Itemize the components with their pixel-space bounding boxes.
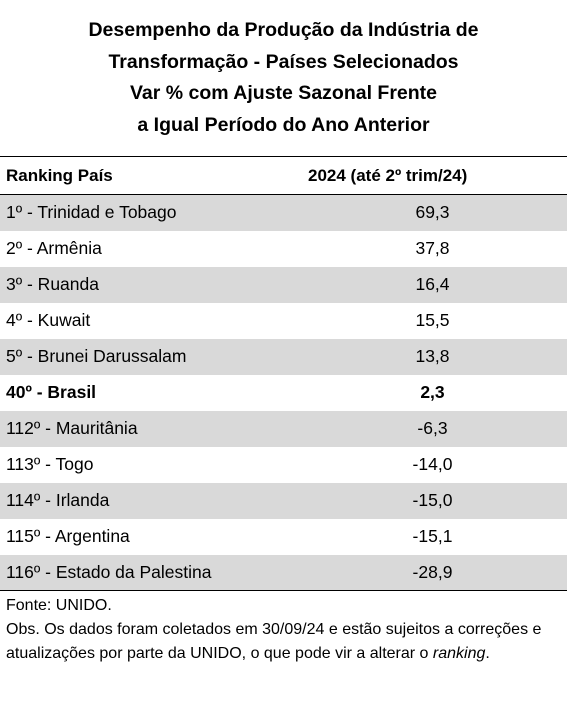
table-row: 114º - Irlanda -15,0: [0, 482, 567, 519]
header-row: Ranking País 2024 (até 2º trim/24): [0, 156, 567, 195]
row-value: 16,4: [286, 266, 567, 303]
header-ranking-pais: Ranking País: [0, 156, 286, 195]
title-line-3: Var % com Ajuste Sazonal Frente: [129, 82, 438, 104]
row-rank: 4º - Kuwait: [6, 310, 91, 330]
row-value: 13,8: [286, 338, 567, 375]
table-row: 3º - Ruanda 16,4: [0, 266, 567, 303]
table-notes: Fonte: UNIDO. Obs. Os dados foram coleta…: [0, 591, 567, 666]
row-value: -14,0: [412, 454, 453, 474]
table-row: 112º - Mauritânia -6,3: [0, 410, 567, 447]
row-rank: 116º - Estado da Palestina: [0, 554, 286, 591]
row-value: 37,8: [415, 238, 450, 258]
row-rank: 113º - Togo: [6, 454, 94, 474]
table-row: 1º - Trinidad e Tobago 69,3: [0, 194, 567, 231]
table-title: Desempenho da Produção da Indústria de T…: [0, 0, 567, 141]
observation-note: Obs. Os dados foram coletados em 30/09/2…: [6, 618, 561, 666]
source-note: Fonte: UNIDO.: [6, 597, 112, 614]
title-line-4: a Igual Período do Ano Anterior: [137, 113, 430, 136]
row-value: -28,9: [286, 554, 567, 591]
row-rank: 114º - Irlanda: [0, 482, 286, 519]
observation-italic-word: ranking: [432, 645, 486, 662]
row-rank: 115º - Argentina: [6, 526, 130, 546]
title-line-1: Desempenho da Produção da Indústria de: [88, 19, 479, 41]
table-row: 115º - Argentina -15,1: [0, 519, 567, 555]
table-row-highlight-brasil: 40º - Brasil 2,3: [0, 375, 567, 411]
title-line-2: Transformação - Países Selecionados: [108, 50, 459, 73]
header-2024: 2024 (até 2º trim/24): [286, 156, 567, 195]
row-rank: 5º - Brunei Darussalam: [0, 338, 286, 375]
row-rank: 3º - Ruanda: [0, 266, 286, 303]
row-rank: 2º - Armênia: [6, 238, 102, 258]
table-row: 113º - Togo -14,0: [0, 447, 567, 483]
observation-text: Obs. Os dados foram coletados em 30/09/2…: [6, 621, 542, 662]
row-value: 15,5: [415, 310, 450, 330]
ranking-table: Ranking País 2024 (até 2º trim/24) 1º - …: [0, 156, 567, 591]
table-row: 116º - Estado da Palestina -28,9: [0, 554, 567, 591]
table-row: 4º - Kuwait 15,5: [0, 303, 567, 339]
table-row: 5º - Brunei Darussalam 13,8: [0, 338, 567, 375]
table-row: 2º - Armênia 37,8: [0, 231, 567, 267]
row-value: -15,0: [286, 482, 567, 519]
row-rank: 40º - Brasil: [6, 382, 97, 402]
row-value: -6,3: [286, 410, 567, 447]
row-rank: 1º - Trinidad e Tobago: [0, 194, 286, 231]
row-value: -15,1: [412, 526, 453, 546]
row-value: 69,3: [286, 194, 567, 231]
observation-end: .: [485, 645, 490, 662]
row-rank: 112º - Mauritânia: [0, 410, 286, 447]
row-value: 2,3: [420, 382, 445, 402]
